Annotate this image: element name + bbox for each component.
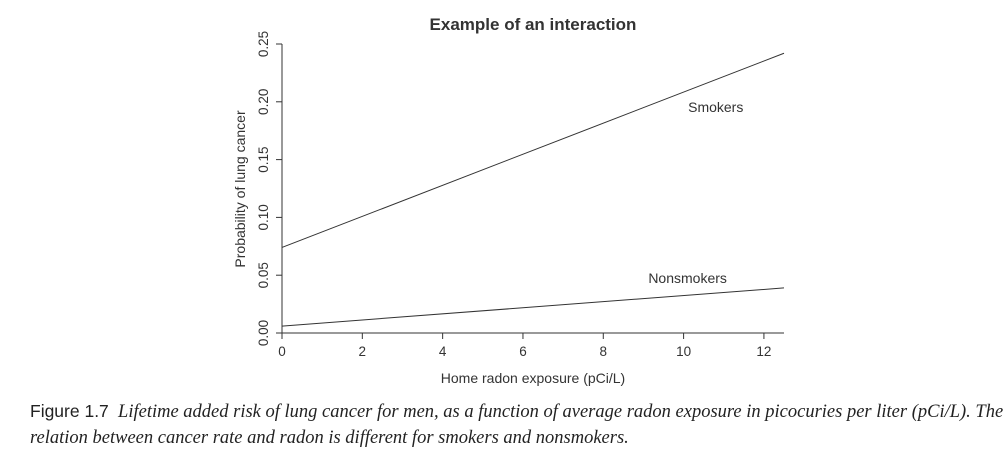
figure-caption: Figure 1.7 Lifetime added risk of lung c… (30, 398, 1005, 451)
x-tick-label: 8 (600, 344, 608, 359)
x-tick-label: 0 (278, 344, 286, 359)
y-ticks: 0.00 0.05 0.10 0.15 0.20 0.25 (256, 31, 282, 346)
x-tick-label: 6 (519, 344, 527, 359)
y-tick-label: 0.00 (256, 320, 271, 346)
y-tick-label: 0.05 (256, 262, 271, 288)
x-axis-label: Home radon exposure (pCi/L) (441, 370, 625, 386)
x-tick-label: 4 (439, 344, 447, 359)
x-tick-label: 12 (756, 344, 771, 359)
x-ticks: 0 2 4 6 8 10 12 (278, 333, 771, 359)
y-tick-label: 0.15 (256, 146, 271, 172)
x-tick-label: 2 (359, 344, 367, 359)
series-line-nonsmokers (281, 287, 785, 327)
series-group: Smokers Nonsmokers (281, 52, 785, 327)
series-line-smokers (281, 52, 785, 248)
series-label-smokers: Smokers (688, 99, 743, 115)
y-axis-label: Probability of lung cancer (232, 110, 248, 268)
x-tick-label: 10 (676, 344, 691, 359)
y-tick-label: 0.10 (256, 204, 271, 230)
series-label-nonsmokers: Nonsmokers (648, 270, 727, 286)
figure-label: Figure 1.7 (30, 401, 109, 421)
axes (281, 44, 784, 334)
caption-text: Lifetime added risk of lung cancer for m… (30, 402, 1004, 448)
chart: Example of an interaction 0 2 4 6 8 10 12 0.00… (232, 15, 785, 386)
chart-title: Example of an interaction (430, 15, 637, 34)
y-tick-label: 0.20 (256, 89, 271, 115)
y-tick-label: 0.25 (256, 31, 271, 57)
